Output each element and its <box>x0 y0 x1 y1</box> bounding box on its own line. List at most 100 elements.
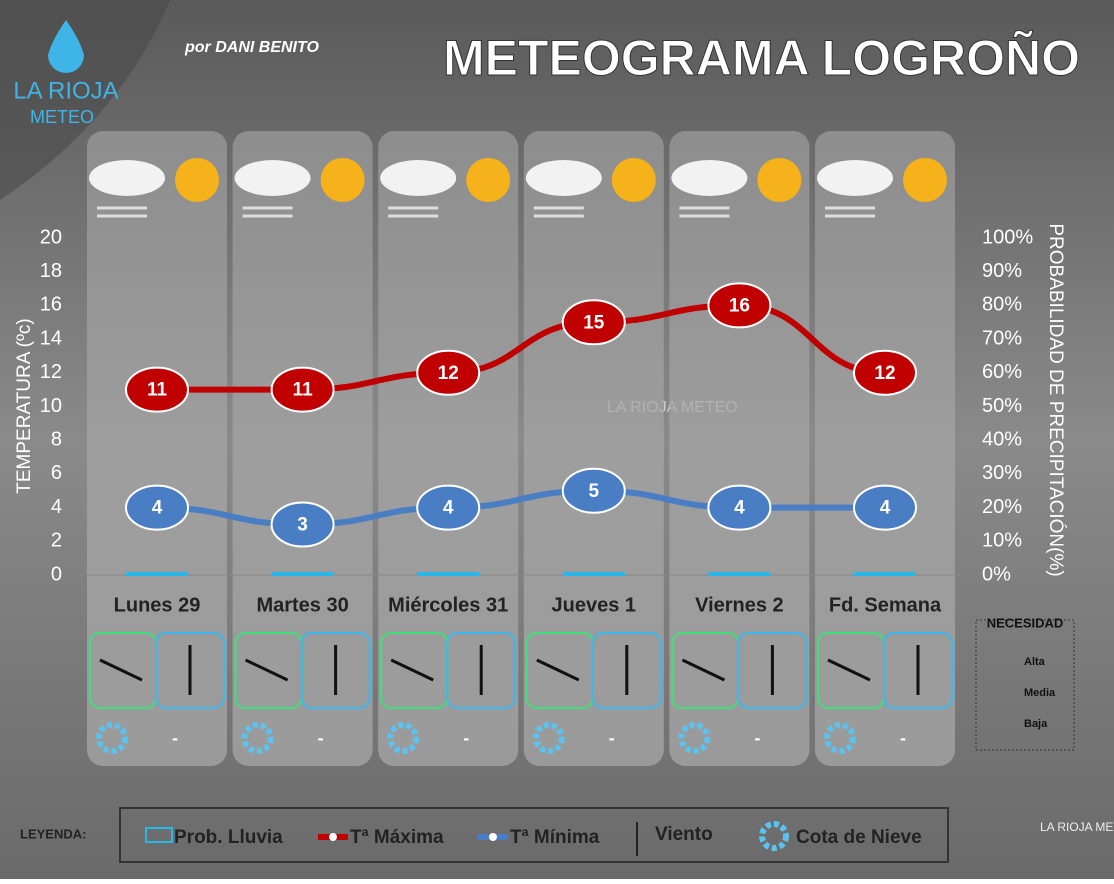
y-tick-label: 10 <box>40 395 62 417</box>
cloud-icon <box>817 160 893 196</box>
umbrella-box <box>883 632 953 709</box>
legend-dot <box>329 833 337 841</box>
precip-bar <box>126 572 188 576</box>
precip-bar <box>708 572 771 576</box>
precip-bar <box>562 572 625 576</box>
y-tick-label: 6 <box>51 462 62 484</box>
snowflake-icon <box>678 722 711 754</box>
day-label: Lunes 29 <box>114 594 201 616</box>
snowflake-icon <box>241 722 274 754</box>
cloud-icon <box>671 160 748 196</box>
y-tick-label: 0 <box>51 563 62 585</box>
y-tick-label: 18 <box>40 260 62 282</box>
y2-tick-label: 40% <box>982 428 1022 450</box>
necessity-item: Baja <box>1024 718 1048 730</box>
corner-logo: LA RIOJA METEO <box>1040 820 1114 834</box>
legend-entry: Prob. Lluvia <box>174 827 283 848</box>
snowflake-icon <box>532 722 565 754</box>
y2-tick-label: 50% <box>982 395 1022 417</box>
umbrella-box <box>591 632 662 709</box>
temp-marker <box>853 484 917 531</box>
y2-tick-label: 100% <box>982 226 1033 248</box>
y-tick-label: 8 <box>51 428 62 450</box>
y-tick-label: 16 <box>40 294 62 316</box>
temp-marker <box>707 484 772 531</box>
umbrella-box <box>155 632 225 709</box>
sun-icon <box>611 158 656 202</box>
snowflake-icon <box>96 722 128 754</box>
temp-marker <box>561 467 626 514</box>
snowflake-icon <box>759 821 789 851</box>
temp-label: 5 <box>589 481 600 502</box>
day-label: Jueves 1 <box>552 594 637 616</box>
temp-label: 11 <box>147 380 168 401</box>
temp-label: 4 <box>443 498 454 519</box>
temp-marker <box>125 366 189 413</box>
temp-marker <box>416 484 481 531</box>
temp-marker <box>270 366 335 413</box>
cloud-icon <box>89 160 165 196</box>
y2-tick-label: 60% <box>982 361 1022 383</box>
y2-tick-label: 80% <box>982 294 1022 316</box>
temp-marker <box>853 349 917 396</box>
snow-level: - <box>463 728 469 748</box>
temp-label: 3 <box>297 514 308 535</box>
legend-dot <box>489 833 497 841</box>
legend-swatch <box>145 827 173 843</box>
y-tick-label: 20 <box>40 226 62 248</box>
legend-snow: Cota de Nieve <box>796 827 922 848</box>
y2-tick-label: 0% <box>982 563 1011 585</box>
day-label: Viernes 2 <box>695 594 784 616</box>
wind-arrow <box>99 658 143 682</box>
day-label: Miércoles 31 <box>388 594 508 616</box>
day-panel <box>523 131 664 766</box>
y2-tick-label: 30% <box>982 462 1022 484</box>
necessity-item: Media <box>1024 687 1056 699</box>
precip-bar <box>854 572 916 576</box>
logo-name: LA RIOJA <box>13 77 118 104</box>
y2-tick-label: 70% <box>982 327 1022 349</box>
y-tick-label: 12 <box>40 361 62 383</box>
y-axis-label: TEMPERATURA (ºc) <box>14 318 35 493</box>
sun-icon <box>175 158 219 202</box>
necessity-title: NECESIDAD <box>987 615 1064 630</box>
temp-marker <box>125 484 189 531</box>
wind-arrow <box>681 658 726 682</box>
temp-label: 15 <box>583 312 605 333</box>
day-panel <box>378 131 519 766</box>
byline: por DANI BENITO <box>184 39 319 56</box>
day-panel <box>669 131 810 766</box>
wind-arrow <box>390 658 434 682</box>
day-panel <box>232 131 373 766</box>
day-label: Martes 30 <box>256 594 348 616</box>
snow-level: - <box>172 728 178 748</box>
temp-label: 4 <box>734 498 745 519</box>
cloud-icon <box>525 160 602 196</box>
snow-level: - <box>609 728 615 748</box>
wind-arrow <box>244 658 289 682</box>
corner-shape <box>0 0 170 200</box>
snowflake-icon <box>387 722 420 754</box>
y-tick-label: 4 <box>51 496 62 518</box>
cloud-icon <box>234 160 311 196</box>
legend-wind: Viento <box>655 824 713 845</box>
sun-icon <box>903 158 947 202</box>
y-tick-label: 14 <box>40 327 62 349</box>
umbrella-box <box>446 632 517 709</box>
logo-sub: METEO <box>30 107 94 127</box>
temp-marker <box>270 501 335 548</box>
y-tick-label: 2 <box>51 530 62 552</box>
temp-label: 4 <box>152 498 163 519</box>
temp-marker <box>561 299 626 346</box>
day-panel <box>815 131 955 766</box>
cloud-icon <box>380 160 457 196</box>
precip-bar <box>271 572 334 576</box>
snow-level: - <box>318 728 324 748</box>
necessity-item: Alta <box>1024 656 1046 668</box>
snow-level: - <box>754 728 760 748</box>
y2-tick-label: 20% <box>982 496 1022 518</box>
sun-icon <box>757 158 802 202</box>
day-label: Fd. Semana <box>829 594 942 616</box>
snow-level: - <box>900 728 906 748</box>
